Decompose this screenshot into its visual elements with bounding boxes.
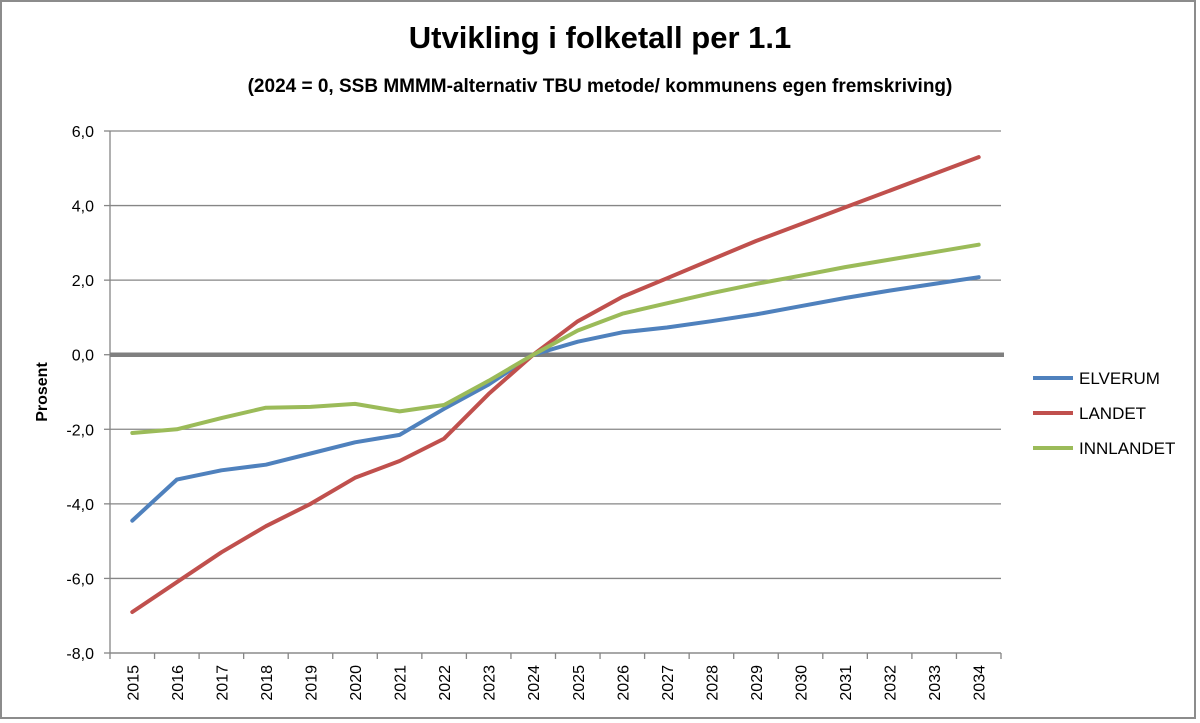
x-tick-label: 2025 (571, 665, 588, 701)
x-tick-label: 2033 (927, 665, 944, 701)
legend-label-innlandet: INNLANDET (1079, 439, 1175, 458)
y-tick-label: -8,0 (66, 646, 94, 663)
y-axis-label: Prosent (34, 362, 51, 422)
x-tick-labels: 2015 2016 2017 2018 2019 2020 2021 2022 2023 2024… (125, 665, 988, 701)
x-tick-label: 2018 (259, 665, 276, 701)
x-tick-label: 2020 (348, 665, 365, 701)
x-tick-label: 2021 (393, 665, 410, 701)
y-tick-label: -2,0 (66, 422, 94, 439)
x-tick-label: 2030 (794, 665, 811, 701)
chart-title: Utvikling i folketall per 1.1 (408, 20, 792, 55)
y-tick-label: 6,0 (72, 124, 94, 141)
x-tick-label: 2019 (303, 665, 320, 701)
series-line-elverum (130, 275, 981, 523)
x-tick-label: 2029 (749, 665, 766, 701)
x-tick-label: 2022 (437, 665, 454, 701)
x-tick-label: 2023 (482, 665, 499, 701)
axes (104, 130, 1004, 659)
legend-label-elverum: ELVERUM (1079, 369, 1160, 388)
legend-label-landet: LANDET (1079, 404, 1146, 423)
x-tick-label: 2017 (214, 665, 231, 701)
y-tick-label: 4,0 (72, 199, 94, 216)
legend: ELVERUM LANDET INNLANDET (1033, 369, 1175, 458)
series-line-landet (130, 155, 981, 614)
x-tick-label: 2031 (838, 665, 855, 701)
series-lines (130, 155, 981, 614)
x-tick-label: 2028 (704, 665, 721, 701)
y-tick-label: -6,0 (66, 571, 94, 588)
y-tick-label: 2,0 (72, 273, 94, 290)
chart-subtitle: (2024 = 0, SSB MMMM-alternativ TBU metod… (247, 76, 953, 97)
x-tick-label: 2024 (526, 665, 543, 701)
x-tick-label: 2034 (972, 665, 989, 701)
x-tick-label: 2032 (883, 665, 900, 701)
x-tick-label: 2015 (125, 665, 142, 701)
grid-lines (110, 130, 1001, 654)
y-tick-label: -4,0 (66, 497, 94, 514)
series-line-innlandet (130, 242, 981, 435)
x-tick-label: 2016 (170, 665, 187, 701)
y-tick-labels: -8,0 -6,0 -4,0 -2,0 0,0 2,0 4,0 6,0 (66, 124, 94, 663)
x-tick-label: 2026 (615, 665, 632, 701)
y-tick-label: 0,0 (72, 348, 94, 365)
x-tick-label: 2027 (660, 665, 677, 701)
